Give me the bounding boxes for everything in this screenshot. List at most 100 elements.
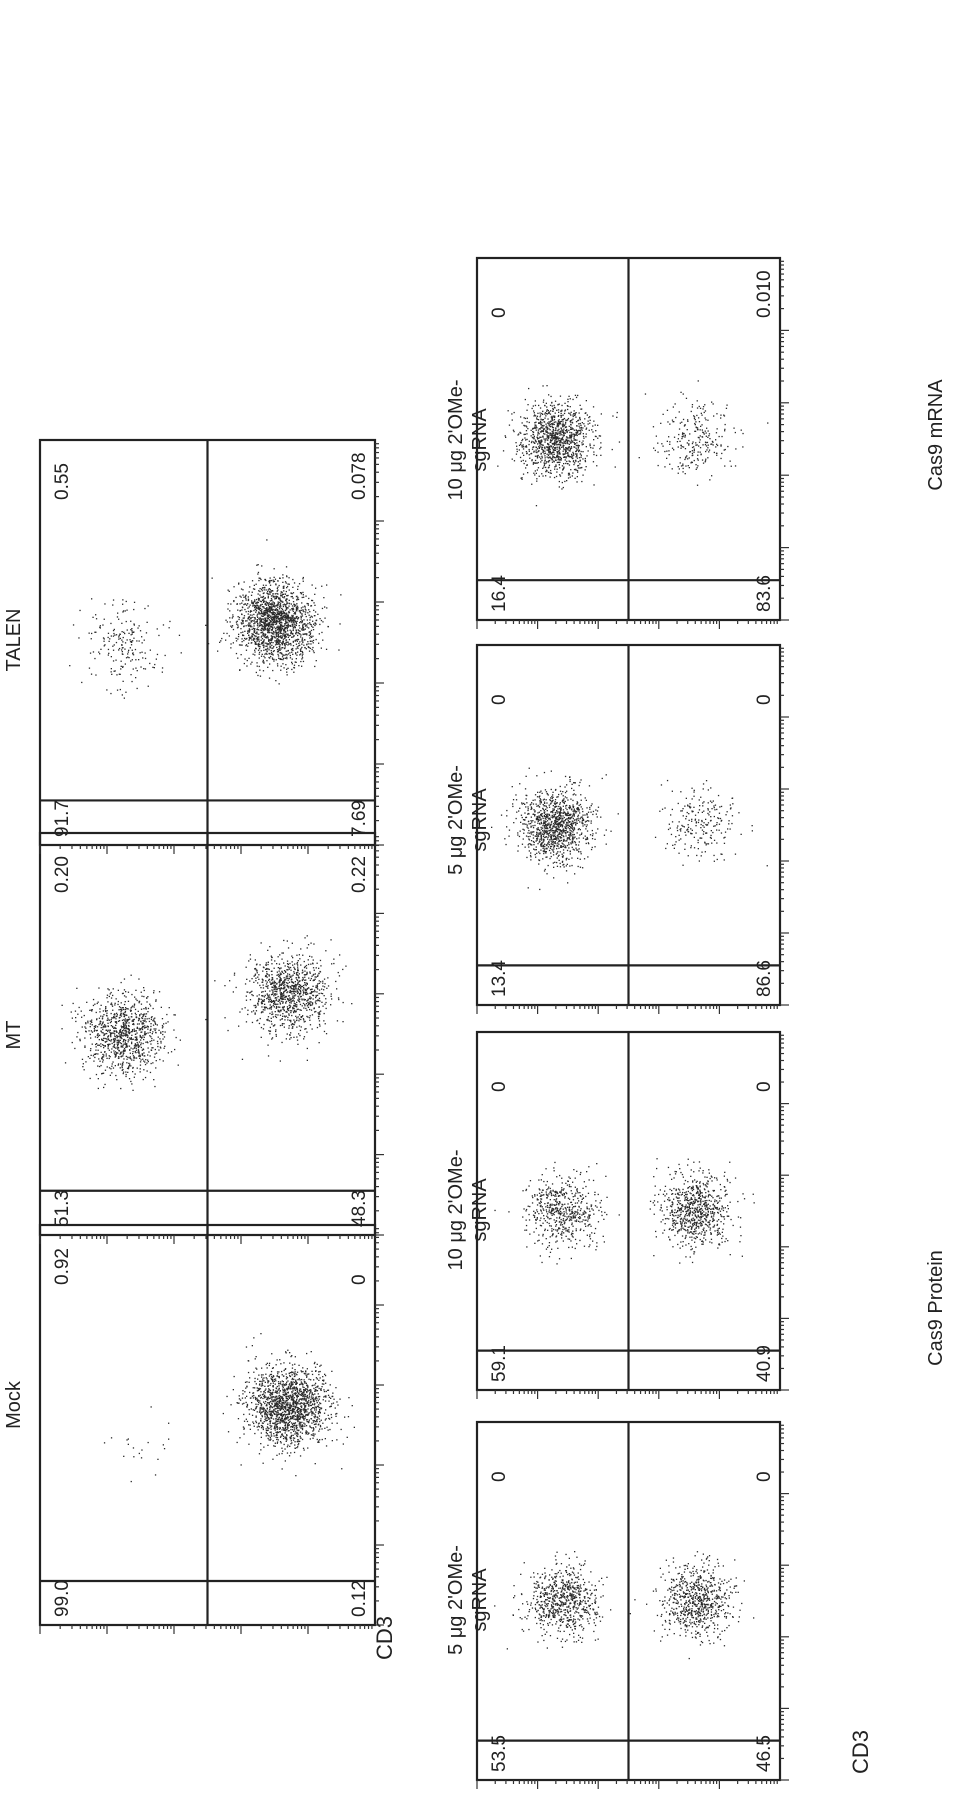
data-point <box>324 618 325 619</box>
data-point <box>292 961 293 962</box>
data-point <box>269 607 270 608</box>
data-point <box>130 1007 131 1008</box>
data-point <box>324 606 325 607</box>
data-point <box>98 1088 99 1089</box>
data-point <box>106 1015 107 1016</box>
data-point <box>230 626 231 627</box>
data-point <box>272 1411 273 1412</box>
data-point <box>332 1396 333 1397</box>
data-point <box>278 1010 279 1011</box>
data-point <box>277 607 278 608</box>
data-point <box>293 975 294 976</box>
data-point <box>309 637 310 638</box>
data-point <box>297 1412 298 1413</box>
data-point <box>315 1463 316 1464</box>
data-point <box>288 1408 289 1409</box>
data-point <box>136 1038 137 1039</box>
data-point <box>256 1398 257 1399</box>
data-point <box>278 1390 279 1391</box>
data-point <box>105 1010 106 1011</box>
data-point <box>290 625 291 626</box>
data-point <box>144 1061 145 1062</box>
data-point <box>297 991 298 992</box>
data-point <box>277 1427 278 1428</box>
data-point <box>323 1384 324 1385</box>
data-point <box>276 1421 277 1422</box>
data-point <box>276 608 277 609</box>
data-point <box>297 1430 298 1431</box>
data-point <box>135 998 136 999</box>
data-point <box>268 649 269 650</box>
data-point <box>145 1064 146 1065</box>
data-point <box>289 974 290 975</box>
data-point <box>112 1010 113 1011</box>
data-point <box>130 1058 131 1059</box>
data-point <box>306 965 307 966</box>
data-point <box>136 1017 137 1018</box>
data-point <box>324 1428 325 1429</box>
data-point <box>255 1399 256 1400</box>
data-point <box>109 989 110 990</box>
data-point <box>154 1057 155 1058</box>
data-point <box>280 973 281 974</box>
data-point <box>105 1038 106 1039</box>
data-point <box>260 1418 261 1419</box>
data-point <box>243 1403 244 1404</box>
data-point <box>267 1008 268 1009</box>
data-point <box>142 1023 143 1024</box>
data-point <box>296 658 297 659</box>
data-point <box>286 591 287 592</box>
data-point <box>286 669 287 670</box>
data-point <box>137 1068 138 1069</box>
data-point <box>270 1393 271 1394</box>
data-point <box>261 640 262 641</box>
data-point <box>304 1399 305 1400</box>
data-point <box>313 1427 314 1428</box>
data-point <box>261 1377 262 1378</box>
data-point <box>291 621 292 622</box>
data-point <box>287 963 288 964</box>
data-point <box>307 1431 308 1432</box>
data-point <box>269 628 270 629</box>
data-point <box>312 649 313 650</box>
data-point <box>274 1427 275 1428</box>
data-point <box>112 1043 113 1044</box>
data-point <box>241 603 242 604</box>
data-point <box>103 1055 104 1056</box>
data-point <box>263 660 264 661</box>
data-point <box>299 1394 300 1395</box>
data-point <box>312 1374 313 1375</box>
data-point <box>84 1047 85 1048</box>
data-point <box>143 996 144 997</box>
data-point <box>277 1431 278 1432</box>
data-point <box>120 1040 121 1041</box>
data-point <box>258 1375 259 1376</box>
data-point <box>252 620 253 621</box>
data-point <box>296 1382 297 1383</box>
data-point <box>100 1021 101 1022</box>
data-point <box>301 1016 302 1017</box>
data-point <box>272 620 273 621</box>
data-point <box>120 1031 121 1032</box>
data-point <box>113 1016 114 1017</box>
data-point <box>309 1420 310 1421</box>
data-point <box>296 1425 297 1426</box>
data-point <box>103 1073 104 1074</box>
data-point <box>292 1384 293 1385</box>
data-point <box>107 1025 108 1026</box>
data-point <box>124 1023 125 1024</box>
data-point <box>285 1416 286 1417</box>
data-point <box>272 1415 273 1416</box>
quadrant-ll-label: 48.3 <box>349 1190 370 1227</box>
data-point <box>131 1035 132 1036</box>
data-point <box>275 644 276 645</box>
data-point <box>304 1004 305 1005</box>
data-point <box>261 942 262 943</box>
data-point <box>259 648 260 649</box>
data-point <box>281 988 282 989</box>
data-point <box>277 612 278 613</box>
data-point <box>351 1003 352 1004</box>
data-point <box>124 1043 125 1044</box>
data-point <box>126 1059 127 1060</box>
data-point <box>309 651 310 652</box>
